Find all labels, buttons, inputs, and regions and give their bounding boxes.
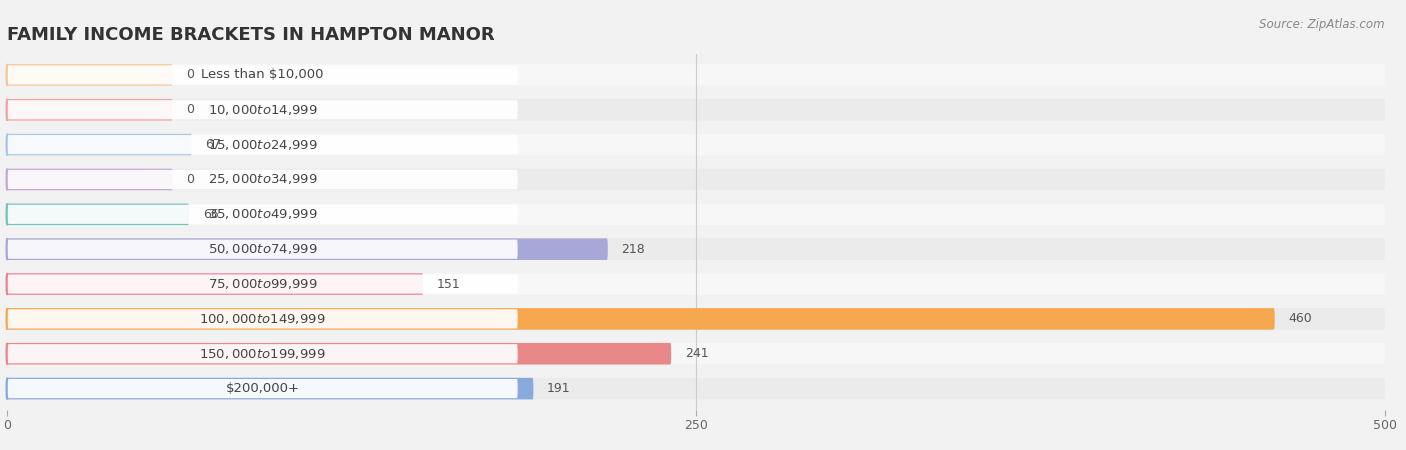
FancyBboxPatch shape [8,309,517,328]
Text: 66: 66 [202,208,218,221]
Circle shape [6,378,8,400]
FancyBboxPatch shape [7,99,1385,121]
FancyBboxPatch shape [7,169,1385,190]
FancyBboxPatch shape [8,239,517,259]
FancyBboxPatch shape [7,273,1385,295]
Text: $15,000 to $24,999: $15,000 to $24,999 [208,138,318,152]
Circle shape [6,169,8,190]
Text: FAMILY INCOME BRACKETS IN HAMPTON MANOR: FAMILY INCOME BRACKETS IN HAMPTON MANOR [7,26,495,44]
Text: 0: 0 [186,173,194,186]
Text: Source: ZipAtlas.com: Source: ZipAtlas.com [1260,18,1385,31]
Text: $100,000 to $149,999: $100,000 to $149,999 [200,312,326,326]
Text: 218: 218 [621,243,645,256]
FancyBboxPatch shape [7,134,1385,155]
Text: $200,000+: $200,000+ [226,382,299,395]
Circle shape [6,238,8,260]
FancyBboxPatch shape [7,273,423,295]
FancyBboxPatch shape [7,378,1385,400]
Text: 67: 67 [205,138,221,151]
FancyBboxPatch shape [7,203,188,225]
Circle shape [6,308,8,330]
FancyBboxPatch shape [7,64,173,86]
Text: $150,000 to $199,999: $150,000 to $199,999 [200,347,326,361]
FancyBboxPatch shape [7,343,671,364]
FancyBboxPatch shape [8,379,517,398]
FancyBboxPatch shape [7,308,1385,330]
FancyBboxPatch shape [7,99,173,121]
FancyBboxPatch shape [8,65,517,85]
FancyBboxPatch shape [7,308,1275,330]
FancyBboxPatch shape [7,343,1385,364]
FancyBboxPatch shape [8,274,517,293]
Text: 191: 191 [547,382,571,395]
FancyBboxPatch shape [7,238,1385,260]
Text: 241: 241 [685,347,709,360]
FancyBboxPatch shape [7,64,1385,86]
FancyBboxPatch shape [8,135,517,154]
Text: Less than $10,000: Less than $10,000 [201,68,323,81]
FancyBboxPatch shape [7,203,1385,225]
FancyBboxPatch shape [7,134,191,155]
Text: 0: 0 [186,103,194,116]
Text: $50,000 to $74,999: $50,000 to $74,999 [208,242,318,256]
Text: 151: 151 [437,278,461,291]
Text: $75,000 to $99,999: $75,000 to $99,999 [208,277,318,291]
Circle shape [6,273,8,295]
Text: 460: 460 [1288,312,1312,325]
Text: $10,000 to $14,999: $10,000 to $14,999 [208,103,318,117]
Circle shape [6,134,8,155]
Circle shape [6,64,8,86]
Text: $25,000 to $34,999: $25,000 to $34,999 [208,172,318,186]
Circle shape [6,203,8,225]
Circle shape [6,343,8,364]
Text: $35,000 to $49,999: $35,000 to $49,999 [208,207,318,221]
Text: 0: 0 [186,68,194,81]
FancyBboxPatch shape [8,100,517,119]
FancyBboxPatch shape [8,205,517,224]
FancyBboxPatch shape [8,344,517,363]
FancyBboxPatch shape [7,238,607,260]
FancyBboxPatch shape [7,378,533,400]
Circle shape [6,99,8,121]
FancyBboxPatch shape [8,170,517,189]
FancyBboxPatch shape [7,169,173,190]
